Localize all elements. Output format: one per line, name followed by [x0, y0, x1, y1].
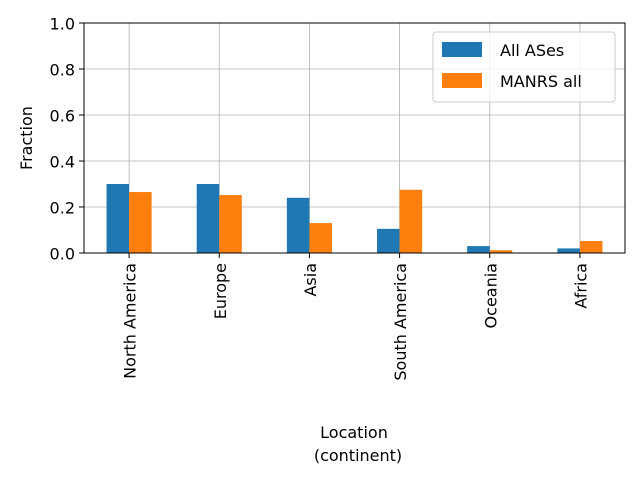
bar-manrs-all-north-america — [129, 192, 152, 253]
legend-label-all-ases: All ASes — [500, 41, 564, 60]
bar-all-ases-africa — [557, 248, 580, 253]
legend: All ASes MANRS all — [432, 31, 616, 103]
bars — [106, 184, 603, 253]
legend-swatch-all-ases — [442, 42, 482, 57]
y-tick-label: 0.4 — [50, 153, 75, 172]
x-tick-label-north-america: North America — [121, 263, 140, 379]
bar-all-ases-europe — [196, 184, 220, 253]
bar-all-ases-oceania — [467, 246, 490, 253]
x-tick-label-oceania: Oceania — [481, 263, 500, 328]
bar-all-ases-south-america — [377, 228, 400, 253]
y-tick-label: 0.2 — [50, 199, 75, 218]
axes — [83, 22, 626, 254]
x-axis-title-line-1: Location — [320, 423, 388, 442]
bar-manrs-all-south-america — [399, 189, 423, 253]
bar-manrs-all-africa — [579, 241, 603, 253]
legend-swatch-manrs-all — [442, 73, 482, 88]
x-axis-title-line-2: (continent) — [314, 446, 402, 465]
x-tick-label-europe: Europe — [211, 263, 230, 319]
x-tick-label-asia: Asia — [301, 263, 320, 297]
bar-manrs-all-oceania — [489, 250, 513, 253]
y-ticks: 0.0 0.2 0.4 0.6 0.8 1.0 — [50, 15, 84, 264]
bar-all-ases-asia — [286, 197, 310, 253]
y-tick-label: 0.0 — [50, 245, 75, 264]
bar-manrs-all-europe — [219, 195, 242, 253]
legend-label-manrs-all: MANRS all — [500, 72, 582, 91]
plot-frame — [83, 22, 626, 254]
y-tick-label: 0.6 — [50, 107, 75, 126]
y-axis-title: Fraction — [17, 106, 36, 170]
y-tick-label: 0.8 — [50, 61, 75, 80]
x-ticks: North America Europe Asia South America Ocea… — [121, 253, 590, 381]
bar-manrs-all-asia — [309, 223, 332, 253]
x-tick-label-south-america: South America — [391, 263, 410, 381]
bar-all-ases-north-america — [106, 184, 130, 253]
x-tick-label-africa: Africa — [571, 263, 590, 309]
y-tick-label: 1.0 — [50, 15, 75, 34]
